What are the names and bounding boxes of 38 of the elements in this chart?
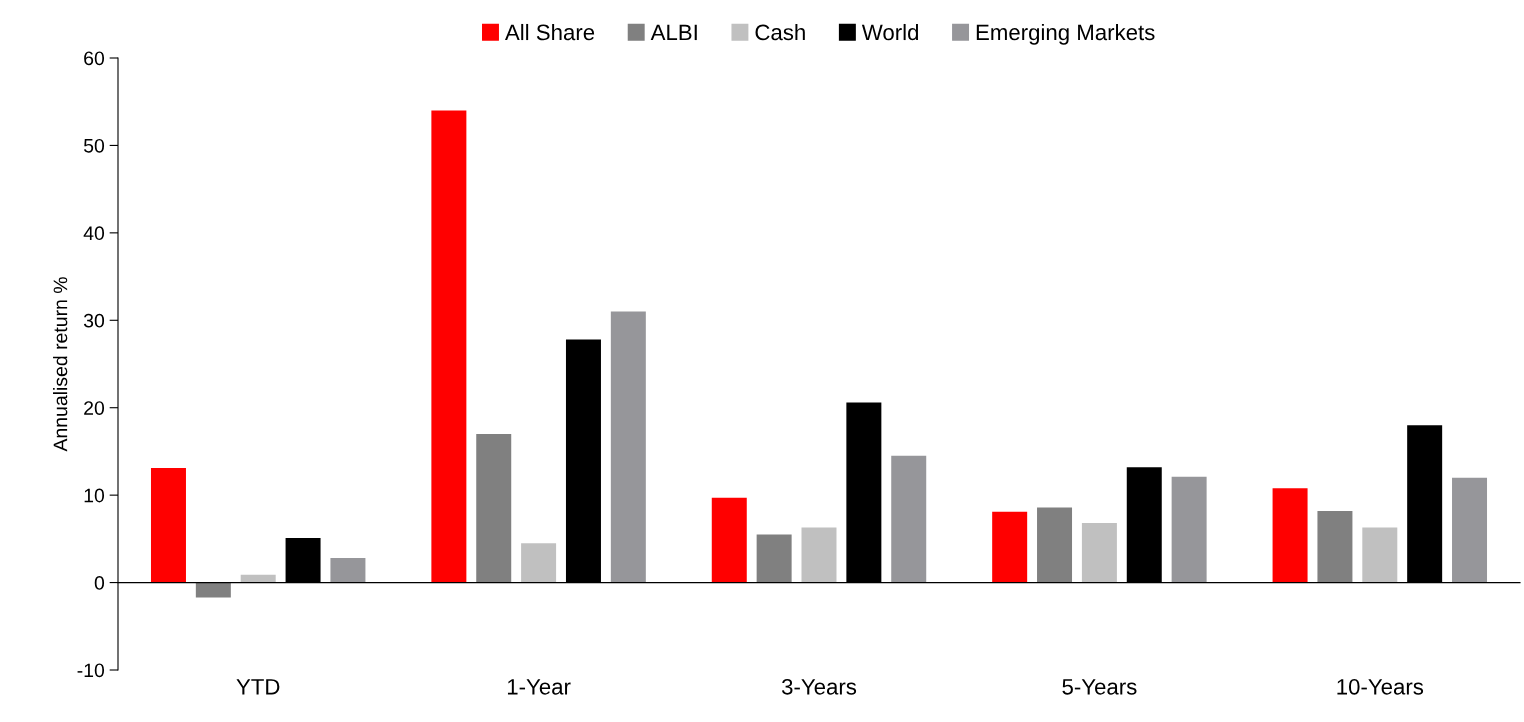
y-axis-title: Annualised return % [53, 277, 68, 452]
bar [1081, 523, 1117, 583]
x-tick-label: 5-Years [1062, 679, 1137, 695]
bar [1317, 510, 1353, 583]
bar [992, 511, 1028, 583]
bar [1171, 476, 1207, 583]
bar [711, 497, 747, 583]
y-tick-label: 50 [83, 138, 105, 153]
bar [1037, 507, 1073, 583]
y-tick-label: 60 [84, 51, 105, 66]
x-tick-label: 1-Year [507, 679, 571, 695]
y-tick-label: 10 [84, 488, 105, 503]
bar [756, 534, 792, 583]
bar [150, 468, 186, 583]
bar [521, 543, 557, 583]
x-tick-label: YTD [236, 679, 280, 695]
legend-label: All Share [504, 23, 595, 41]
bar [476, 433, 512, 583]
x-tick-label: 3-Years [781, 678, 857, 695]
bar [1452, 477, 1488, 583]
bar [891, 455, 927, 583]
bar [801, 527, 837, 583]
y-tick-label: 30 [83, 313, 105, 328]
legend-label: World [861, 23, 919, 41]
x-tick-label: 10-Years [1337, 678, 1424, 695]
bar [431, 110, 467, 583]
bar [195, 582, 231, 598]
y-tick-label: 20 [84, 401, 105, 415]
y-tick-label: 40 [83, 226, 105, 241]
bar [1272, 488, 1308, 583]
legend-label: Cash [755, 23, 805, 41]
legend-label: ALBI [650, 24, 697, 41]
y-tick-label: 0 [94, 576, 105, 590]
bar [330, 558, 366, 583]
bar [610, 311, 646, 583]
y-tick-label: -10 [77, 663, 105, 678]
bar [1362, 527, 1398, 583]
legend-label: Emerging Markets [976, 23, 1155, 45]
